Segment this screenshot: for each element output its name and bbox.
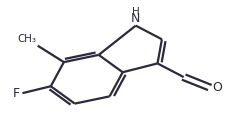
Text: N: N [131, 12, 141, 25]
Text: CH₃: CH₃ [18, 34, 37, 44]
Text: F: F [13, 87, 20, 100]
Text: H: H [132, 7, 140, 17]
Text: O: O [212, 81, 222, 94]
